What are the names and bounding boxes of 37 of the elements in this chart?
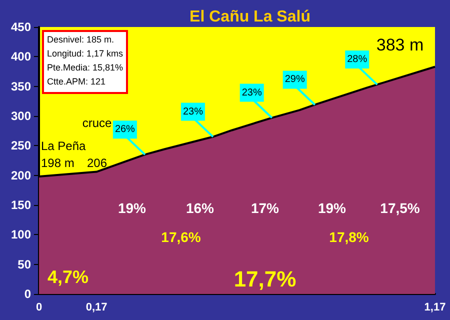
- annotation: 16%: [186, 200, 215, 216]
- y-tick-label: 250: [10, 138, 32, 153]
- annotation: cruce: [82, 116, 112, 130]
- annotation: Ctte.APM: 121: [47, 76, 106, 86]
- annotation: 28%: [347, 54, 368, 66]
- annotation: Longitud: 1,17 kms: [47, 48, 124, 58]
- annotation: 383 m: [376, 36, 424, 54]
- chart-title: El Cañu La Salú: [190, 8, 310, 26]
- x-tick-label: 0: [36, 302, 42, 314]
- y-tick-label: 300: [10, 109, 32, 123]
- y-tick-label: 0: [24, 287, 32, 301]
- y-tick-label: 350: [10, 79, 32, 94]
- annotation: Desnivel: 185 m.: [47, 34, 114, 44]
- annotation: 206: [86, 156, 108, 170]
- x-tick-label: 1,17: [424, 302, 446, 314]
- annotation: 17,7%: [234, 266, 296, 292]
- annotation: 198 m: [41, 156, 74, 170]
- annotation: 17,6%: [161, 229, 202, 245]
- y-tick-label: 150: [10, 198, 32, 212]
- annotation: 19%: [318, 200, 347, 216]
- y-tick-label: 100: [10, 228, 32, 242]
- annotation: 4,7%: [47, 267, 89, 287]
- annotation: 23%: [182, 106, 204, 118]
- y-tick-label: 400: [10, 50, 32, 64]
- annotation: 19%: [118, 200, 147, 216]
- annotation: 17,5%: [380, 200, 420, 216]
- annotation: Pte.Media: 15,81%: [47, 62, 124, 72]
- y-tick-label: 200: [10, 168, 32, 182]
- x-tick-label: 0,17: [86, 302, 108, 314]
- annotation: 17,8%: [329, 229, 370, 245]
- y-tick-label: 50: [18, 257, 32, 272]
- annotation: 17%: [250, 200, 280, 216]
- y-tick-label: 450: [10, 20, 32, 34]
- annotation: 23%: [242, 87, 262, 98]
- annotation: 26%: [114, 124, 136, 136]
- annotation: 29%: [284, 74, 305, 86]
- annotation: La Peña: [41, 139, 86, 153]
